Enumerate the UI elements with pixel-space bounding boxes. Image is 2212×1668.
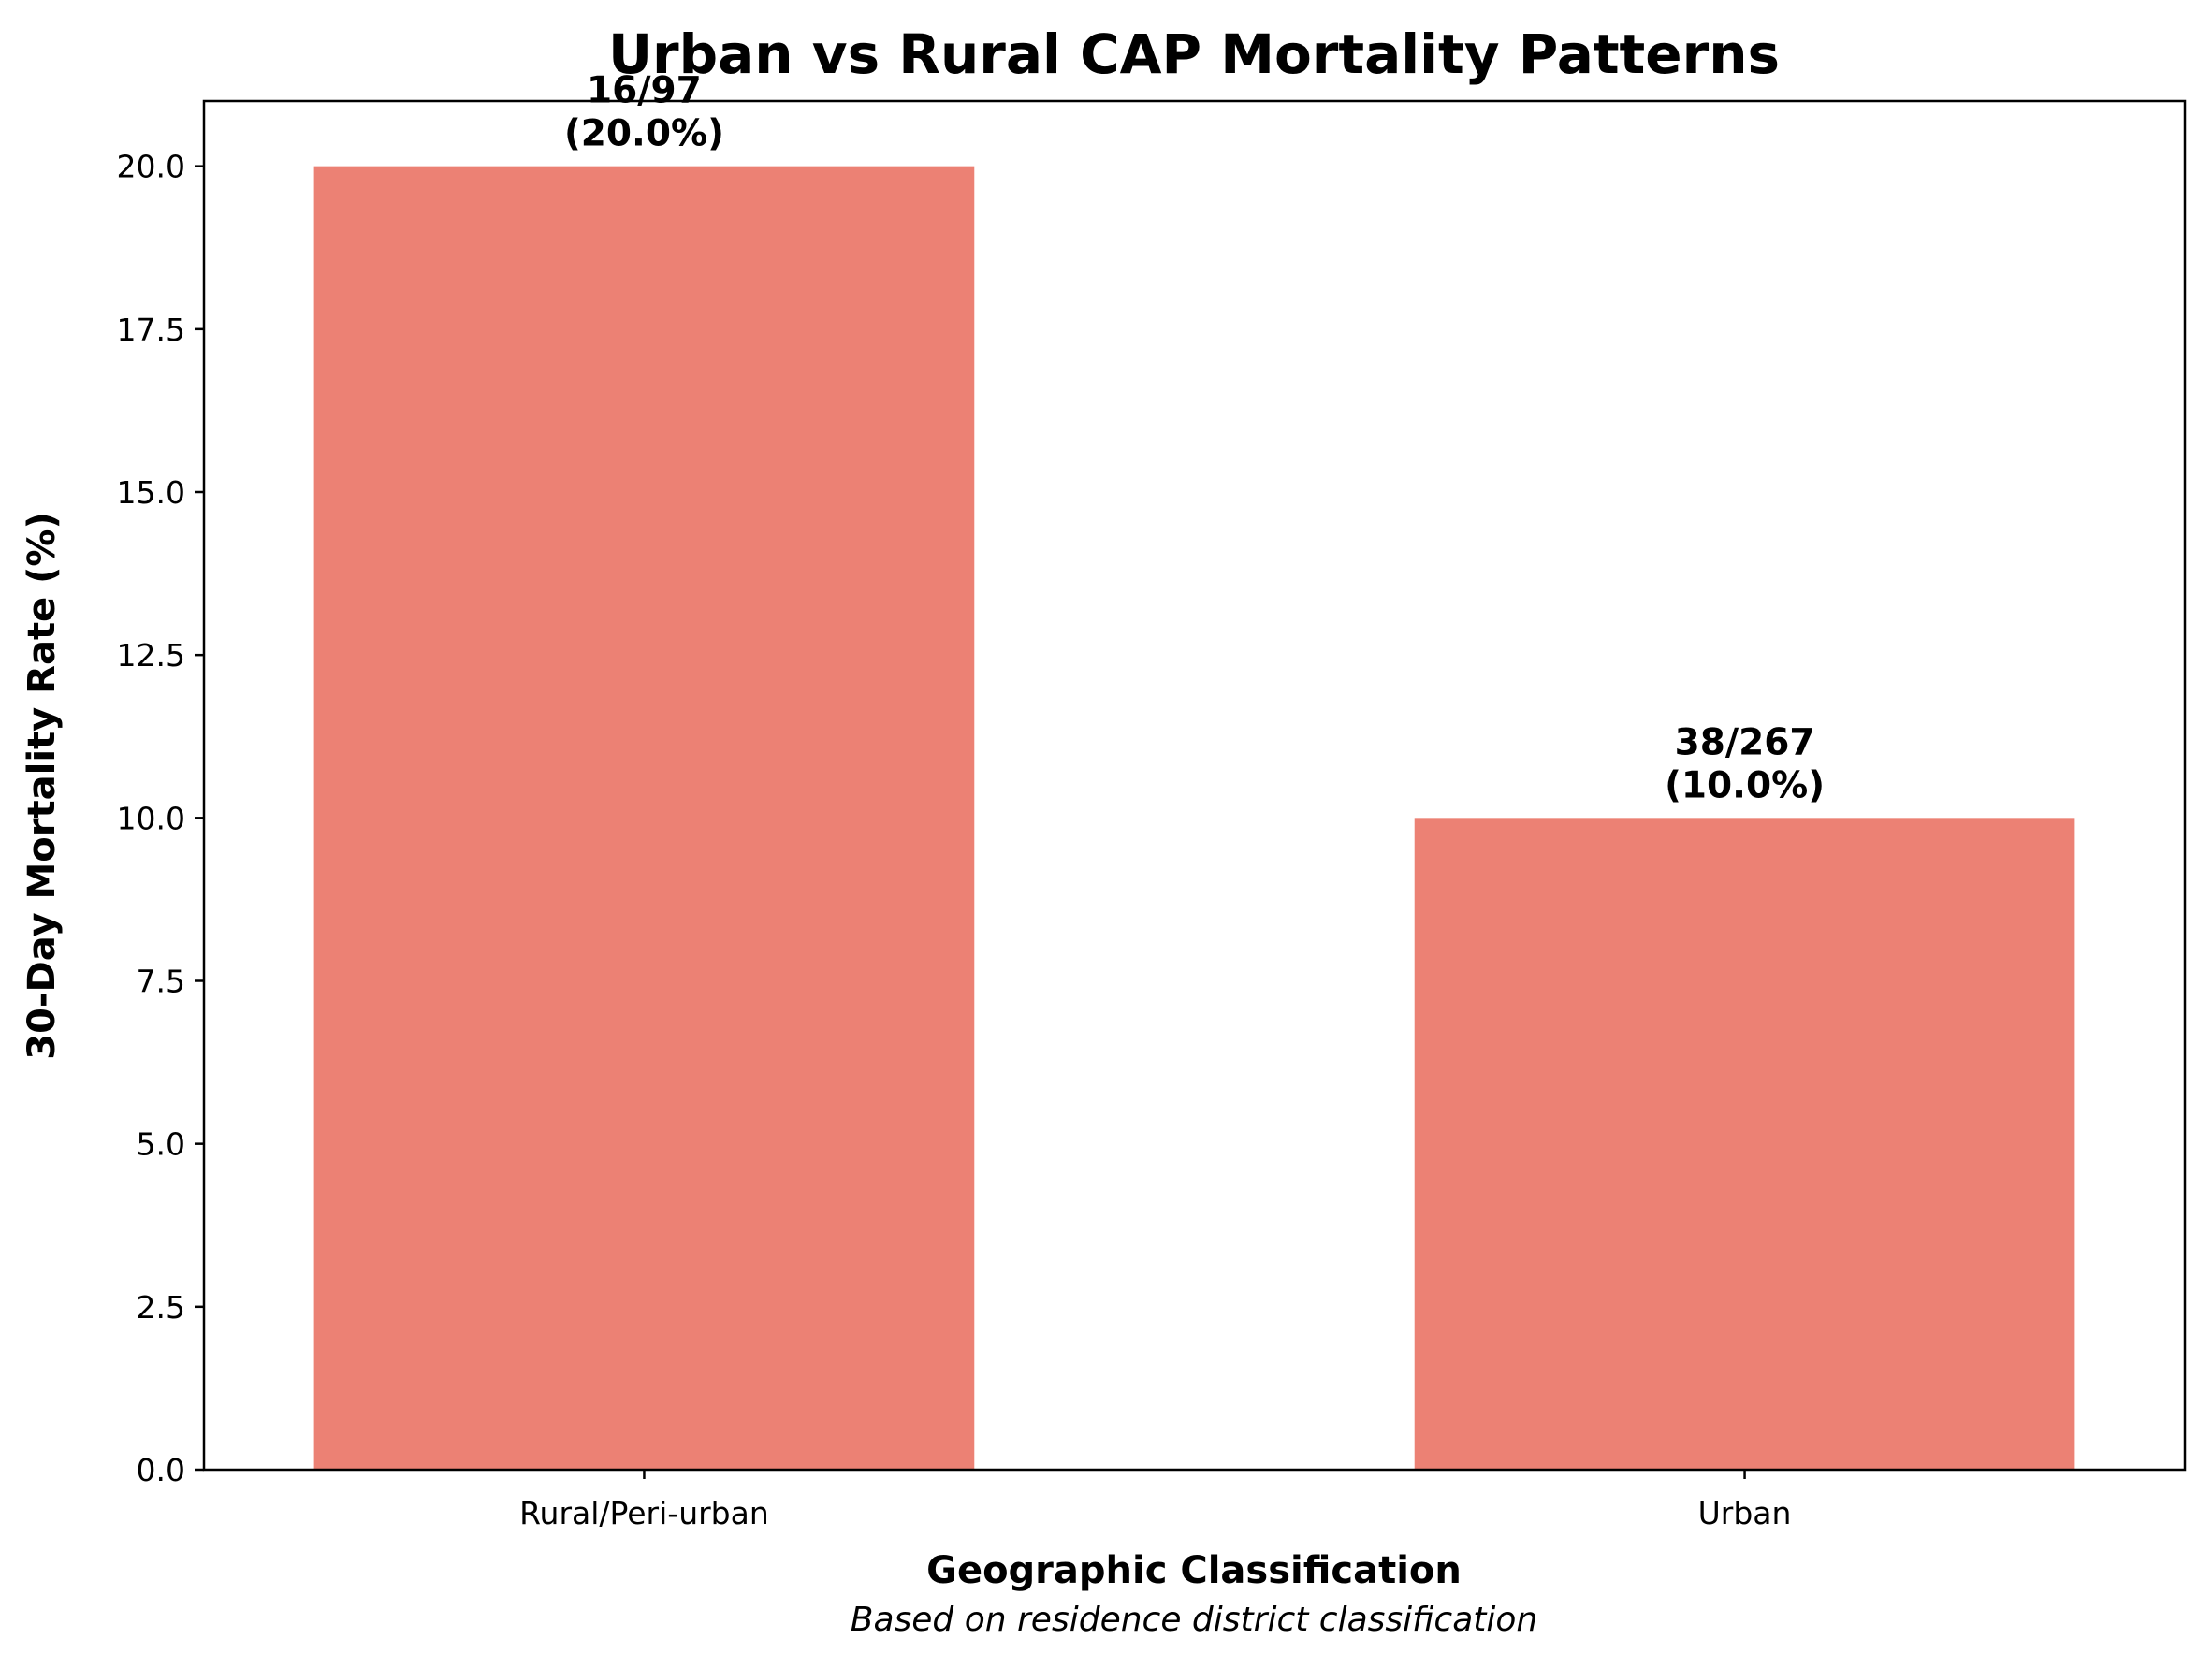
x-axis-title: Geographic Classification (926, 1549, 1462, 1592)
x-tick-label: Urban (1698, 1495, 1792, 1531)
bar-data-label: (10.0%) (1665, 764, 1825, 806)
y-tick-label: 17.5 (117, 312, 185, 348)
y-axis-title: 30-Day Mortality Rate (%) (21, 512, 64, 1060)
y-tick-label: 10.0 (117, 800, 185, 836)
y-tick-label: 0.0 (137, 1452, 185, 1488)
bar-data-label: 16/97 (587, 70, 702, 112)
bar-data-label: (20.0%) (564, 113, 724, 155)
y-tick-label: 20.0 (117, 149, 185, 185)
x-tick-label: Rural/Peri-urban (519, 1495, 769, 1531)
y-tick-label: 15.0 (117, 474, 185, 511)
bar-labels-layer: 16/97(20.0%) 38/267(10.0%) (564, 70, 1825, 807)
bar (1414, 818, 2075, 1470)
bars-layer (313, 166, 2075, 1471)
x-axis-note: Based on residence district classificati… (851, 1601, 1537, 1639)
y-tick-label: 5.0 (137, 1126, 185, 1163)
bar-data-label: 38/267 (1675, 721, 1815, 763)
y-axis-ticks: 0.0 2.5 5.0 7.5 10.0 12.5 15.0 17.5 20.0 (117, 149, 204, 1488)
bar (313, 166, 975, 1471)
chart-title: Urban vs Rural CAP Mortality Patterns (608, 22, 1780, 86)
y-tick-label: 7.5 (137, 964, 185, 1000)
y-tick-label: 2.5 (137, 1289, 185, 1326)
plot-frame (202, 99, 2187, 1472)
x-axis-ticks: Rural/Peri-urban Urban (519, 1470, 1791, 1531)
y-tick-label: 12.5 (117, 637, 185, 674)
